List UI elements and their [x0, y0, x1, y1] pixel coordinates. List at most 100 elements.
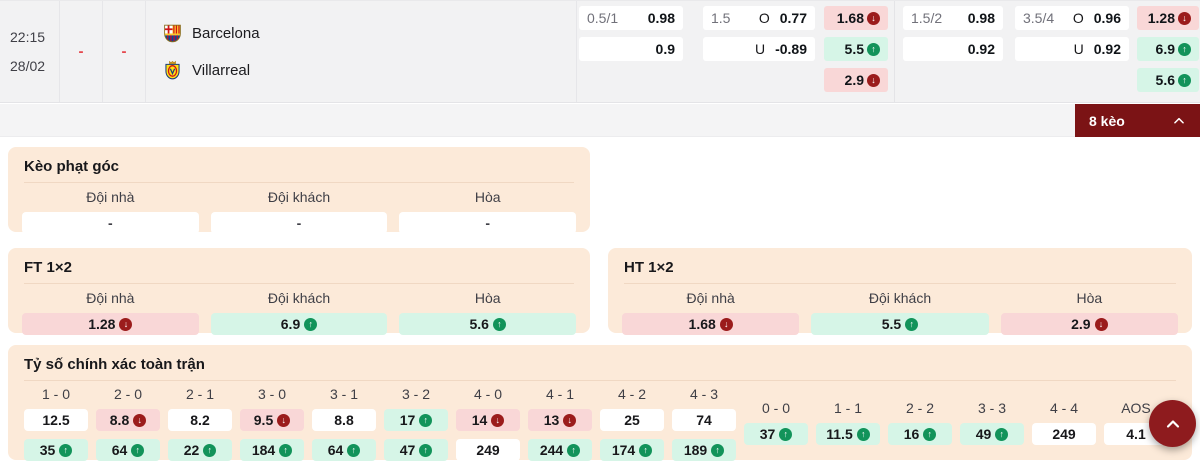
score-odds-cell[interactable]: 8.2: [168, 409, 232, 431]
score-odds-cell[interactable]: 174: [600, 439, 664, 461]
score-odds-cell[interactable]: 184: [240, 439, 304, 461]
score-odds-cell[interactable]: 11.5: [816, 423, 880, 445]
score-column: 1 - 1 11.5: [816, 400, 880, 461]
trend-up-icon: [131, 443, 145, 457]
ft-1x2-group: 1.68 5.5 2.9: [824, 6, 888, 102]
ft-1x2-panel: FT 1×2 Đội nhà Đội khách Hòa 1.28 6.9 5.…: [8, 248, 590, 335]
score-odds-cell[interactable]: 64: [96, 439, 160, 461]
more-odds-button[interactable]: 8 kèo: [1075, 104, 1200, 137]
ht-total-group: 3.5/4 O 0.96 U 0.92: [1015, 6, 1129, 102]
ft-panel-home-cell[interactable]: 1.28: [22, 313, 199, 335]
ht-handicap-home-cell[interactable]: 1.5/2 0.98: [903, 6, 1003, 30]
match-time-col: 22:15 28/02: [0, 1, 60, 102]
score-column: 3 - 1 8.8 64: [312, 386, 376, 461]
score-odds-cell[interactable]: 9.5: [240, 409, 304, 431]
ft-1x2-home-cell[interactable]: 1.68: [824, 6, 888, 30]
ft-total-group: 1.5 O 0.77 U -0.89: [703, 6, 815, 102]
corner-draw-cell[interactable]: -: [399, 212, 577, 234]
trend-up-icon: [492, 317, 506, 331]
score-odds-cell[interactable]: 22: [168, 439, 232, 461]
ht-over-cell[interactable]: 3.5/4 O 0.96: [1015, 6, 1129, 30]
score-odds-cell[interactable]: 14: [456, 409, 520, 431]
over-label: O: [758, 10, 770, 26]
corner-away-cell[interactable]: -: [210, 212, 388, 234]
score-label: 4 - 0: [473, 386, 502, 402]
corner-home-cell[interactable]: -: [22, 212, 199, 234]
odds-value: 5.6: [1155, 72, 1175, 88]
score-odds-cell[interactable]: 17: [384, 409, 448, 431]
ft-1x2-draw-cell[interactable]: 2.9: [824, 68, 888, 92]
odds-value: 1.68: [688, 316, 716, 332]
score-odds-cell[interactable]: 249: [456, 439, 520, 461]
odds-value: 0.96: [1093, 10, 1121, 26]
score-label: 2 - 1: [185, 386, 214, 402]
score-odds-cell[interactable]: 25: [600, 409, 664, 431]
ht-under-cell[interactable]: U 0.92: [1015, 37, 1129, 61]
ht-panel-home-cell[interactable]: 1.68: [622, 313, 800, 335]
score-odds-cell[interactable]: 8.8: [96, 409, 160, 431]
ht-1x2-group: 1.28 6.9 5.6: [1137, 6, 1199, 102]
odds-value: 37: [759, 426, 776, 442]
ft-under-cell[interactable]: U -0.89: [703, 37, 815, 61]
score-column: 3 - 3 49: [960, 400, 1024, 461]
ht-panel-draw-cell[interactable]: 2.9: [1000, 313, 1178, 335]
ft-over-cell[interactable]: 1.5 O 0.77: [703, 6, 815, 30]
ht-1x2-panel: HT 1×2 Đội nhà Đội khách Hòa 1.68 5.5 2.…: [608, 248, 1192, 335]
ht-panel-away-cell[interactable]: 5.5: [811, 313, 989, 335]
trend-down-icon: [867, 11, 880, 25]
total-line: 3.5/4: [1023, 10, 1055, 26]
header-home: Đội nhà: [86, 189, 135, 205]
header-draw: Hòa: [474, 290, 501, 306]
score-odds-cell[interactable]: 49: [960, 423, 1024, 445]
score-odds-cell[interactable]: 244: [528, 439, 592, 461]
score-odds-cell[interactable]: 64: [312, 439, 376, 461]
ht-1x2-home-cell[interactable]: 1.28: [1137, 6, 1199, 30]
score-odds-cell[interactable]: 35: [24, 439, 88, 461]
trend-up-icon: [59, 443, 73, 457]
trend-up-icon: [905, 317, 919, 331]
score-odds-cell[interactable]: 12.5: [24, 409, 88, 431]
score-odds-cell[interactable]: 189: [672, 439, 736, 461]
trend-up-icon: [419, 443, 433, 457]
score-odds-cell[interactable]: 37: [744, 423, 808, 445]
ft-handicap-away-cell[interactable]: 0.9: [579, 37, 683, 61]
score-odds-cell[interactable]: 16: [888, 423, 952, 445]
score-odds-cell[interactable]: 249: [1032, 423, 1096, 445]
score-column: 3 - 2 17 47: [384, 386, 448, 461]
score-odds-cell[interactable]: 13: [528, 409, 592, 431]
trend-up-icon: [279, 443, 293, 457]
home-team-name: Barcelona: [192, 24, 260, 42]
odds-value: 11.5: [826, 426, 853, 442]
away-score-dash: -: [121, 43, 127, 60]
odds-value: 1.28: [88, 316, 116, 332]
trend-up-icon: [639, 443, 653, 457]
ft-handicap-home-cell[interactable]: 0.5/1 0.98: [579, 6, 683, 30]
scroll-top-button[interactable]: [1149, 400, 1196, 447]
teams-column[interactable]: Barcelona Villarreal: [146, 1, 577, 102]
match-time: 22:15: [10, 29, 46, 45]
handicap-line: 0.5/1: [587, 10, 619, 26]
score-odds-cell[interactable]: 74: [672, 409, 736, 431]
ht-1x2-draw-cell[interactable]: 5.6: [1137, 68, 1199, 92]
score-odds-cell[interactable]: 8.8: [312, 409, 376, 431]
trend-up-icon: [347, 443, 361, 457]
score-label: 4 - 4: [1049, 400, 1078, 416]
ft-panel-away-cell[interactable]: 6.9: [210, 313, 388, 335]
home-team-row[interactable]: Barcelona: [162, 23, 576, 44]
ht-1x2-away-cell[interactable]: 6.9: [1137, 37, 1199, 61]
ft-panel-draw-cell[interactable]: 5.6: [399, 313, 577, 335]
odds-value: 184: [251, 442, 276, 458]
score-odds-cell[interactable]: 47: [384, 439, 448, 461]
score-column: 4 - 3 74 189: [672, 386, 736, 461]
odds-value: 6.9: [280, 316, 301, 332]
ft-1x2-away-cell[interactable]: 5.5: [824, 37, 888, 61]
ht-handicap-away-cell[interactable]: 0.92: [903, 37, 1003, 61]
score-label: 4 - 1: [545, 386, 574, 402]
odds-count-strip: 8 kèo: [0, 104, 1200, 137]
chevron-up-icon: [1172, 114, 1186, 128]
match-row: 22:15 28/02 - -: [0, 0, 1200, 103]
away-team-row[interactable]: Villarreal: [162, 60, 576, 81]
odds-value: 249: [476, 442, 500, 458]
trend-up-icon: [419, 413, 433, 427]
trend-down-icon: [1094, 317, 1108, 331]
